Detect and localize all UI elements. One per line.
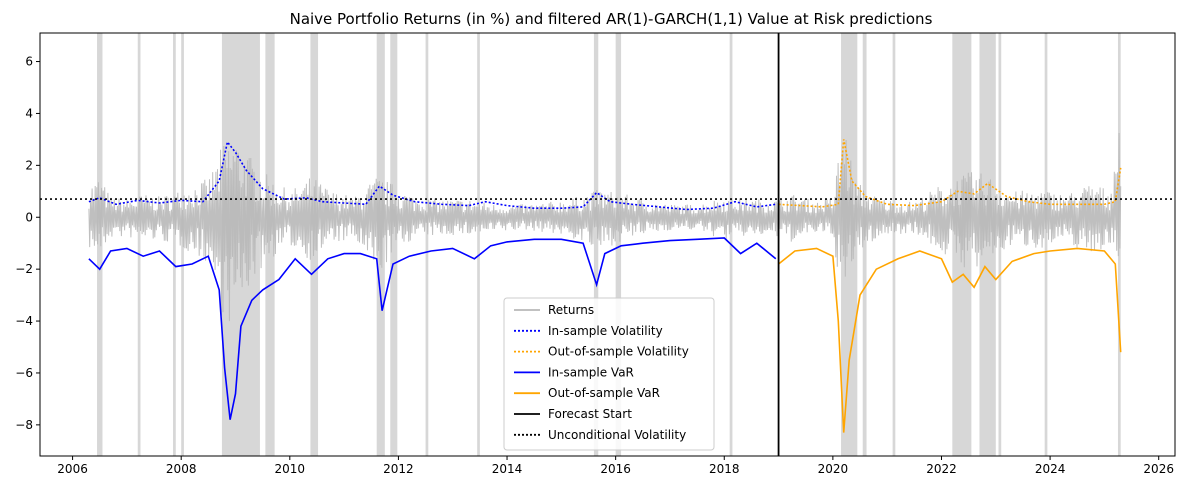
x-tick-label: 2016 <box>600 462 631 476</box>
violation-band <box>892 33 896 456</box>
plot-area: 2006 2008 2010 2012 2014 2016 2018 2020 2022 2024… <box>15 32 1176 476</box>
y-tick-label: 6 <box>25 55 33 69</box>
plot-contents <box>40 33 1175 456</box>
violation-band <box>390 33 398 456</box>
violation-band <box>265 33 275 456</box>
violation-band <box>425 33 429 456</box>
violation-band <box>310 33 319 456</box>
y-tick-label: −8 <box>15 418 33 432</box>
y-tick-label: −6 <box>15 366 33 380</box>
series-in-sample-volatility <box>88 140 776 211</box>
x-tick-label: 2006 <box>57 462 88 476</box>
violation-band <box>137 33 141 456</box>
violation-band <box>173 33 176 456</box>
x-tick-label: 2018 <box>709 462 740 476</box>
x-tick-label: 2010 <box>275 462 306 476</box>
violation-band <box>1117 33 1121 456</box>
legend-label: Forecast Start <box>548 407 632 421</box>
x-tick-label: 2026 <box>1143 462 1174 476</box>
legend-label: Unconditional Volatility <box>548 428 686 442</box>
legend-label: In-sample VaR <box>548 365 634 379</box>
y-tick-label: 2 <box>25 158 33 172</box>
violation-band <box>1044 33 1048 456</box>
violation-band <box>97 33 103 456</box>
legend-box <box>503 297 715 451</box>
legend-label: Out-of-sample Volatility <box>548 345 689 359</box>
legend-label: Out-of-sample VaR <box>548 386 660 400</box>
violation-band <box>615 33 622 456</box>
violation-band <box>862 33 867 456</box>
violation-band <box>477 33 480 456</box>
x-tick-label: 2022 <box>926 462 957 476</box>
violation-band <box>979 33 996 456</box>
series-returns <box>88 132 1122 322</box>
legend-label: Returns <box>548 303 594 317</box>
violation-band <box>593 33 599 456</box>
y-tick-label: −4 <box>15 314 33 328</box>
y-tick-label: 4 <box>25 106 33 120</box>
y-tick-label: −2 <box>15 262 33 276</box>
violation-band <box>998 33 1002 456</box>
x-tick-label: 2012 <box>383 462 414 476</box>
x-tick-label: 2014 <box>492 462 523 476</box>
series-out-of-sample-var <box>778 247 1122 433</box>
y-tick-label: 0 <box>25 210 33 224</box>
legend: Returns In-sample Volatility Out-of-sample… <box>503 297 715 451</box>
x-tick-label: 2024 <box>1035 462 1066 476</box>
series-in-sample-var <box>88 237 777 420</box>
axes-frame <box>39 32 1176 457</box>
chart-title: Naive Portfolio Returns (in %) and filte… <box>290 10 933 28</box>
x-tick-label: 2008 <box>166 462 197 476</box>
violation-band <box>181 33 184 456</box>
legend-label: In-sample Volatility <box>548 324 663 338</box>
series-out-of-sample-volatility <box>778 139 1122 208</box>
x-tick-label: 2020 <box>818 462 849 476</box>
violation-band <box>841 33 858 456</box>
